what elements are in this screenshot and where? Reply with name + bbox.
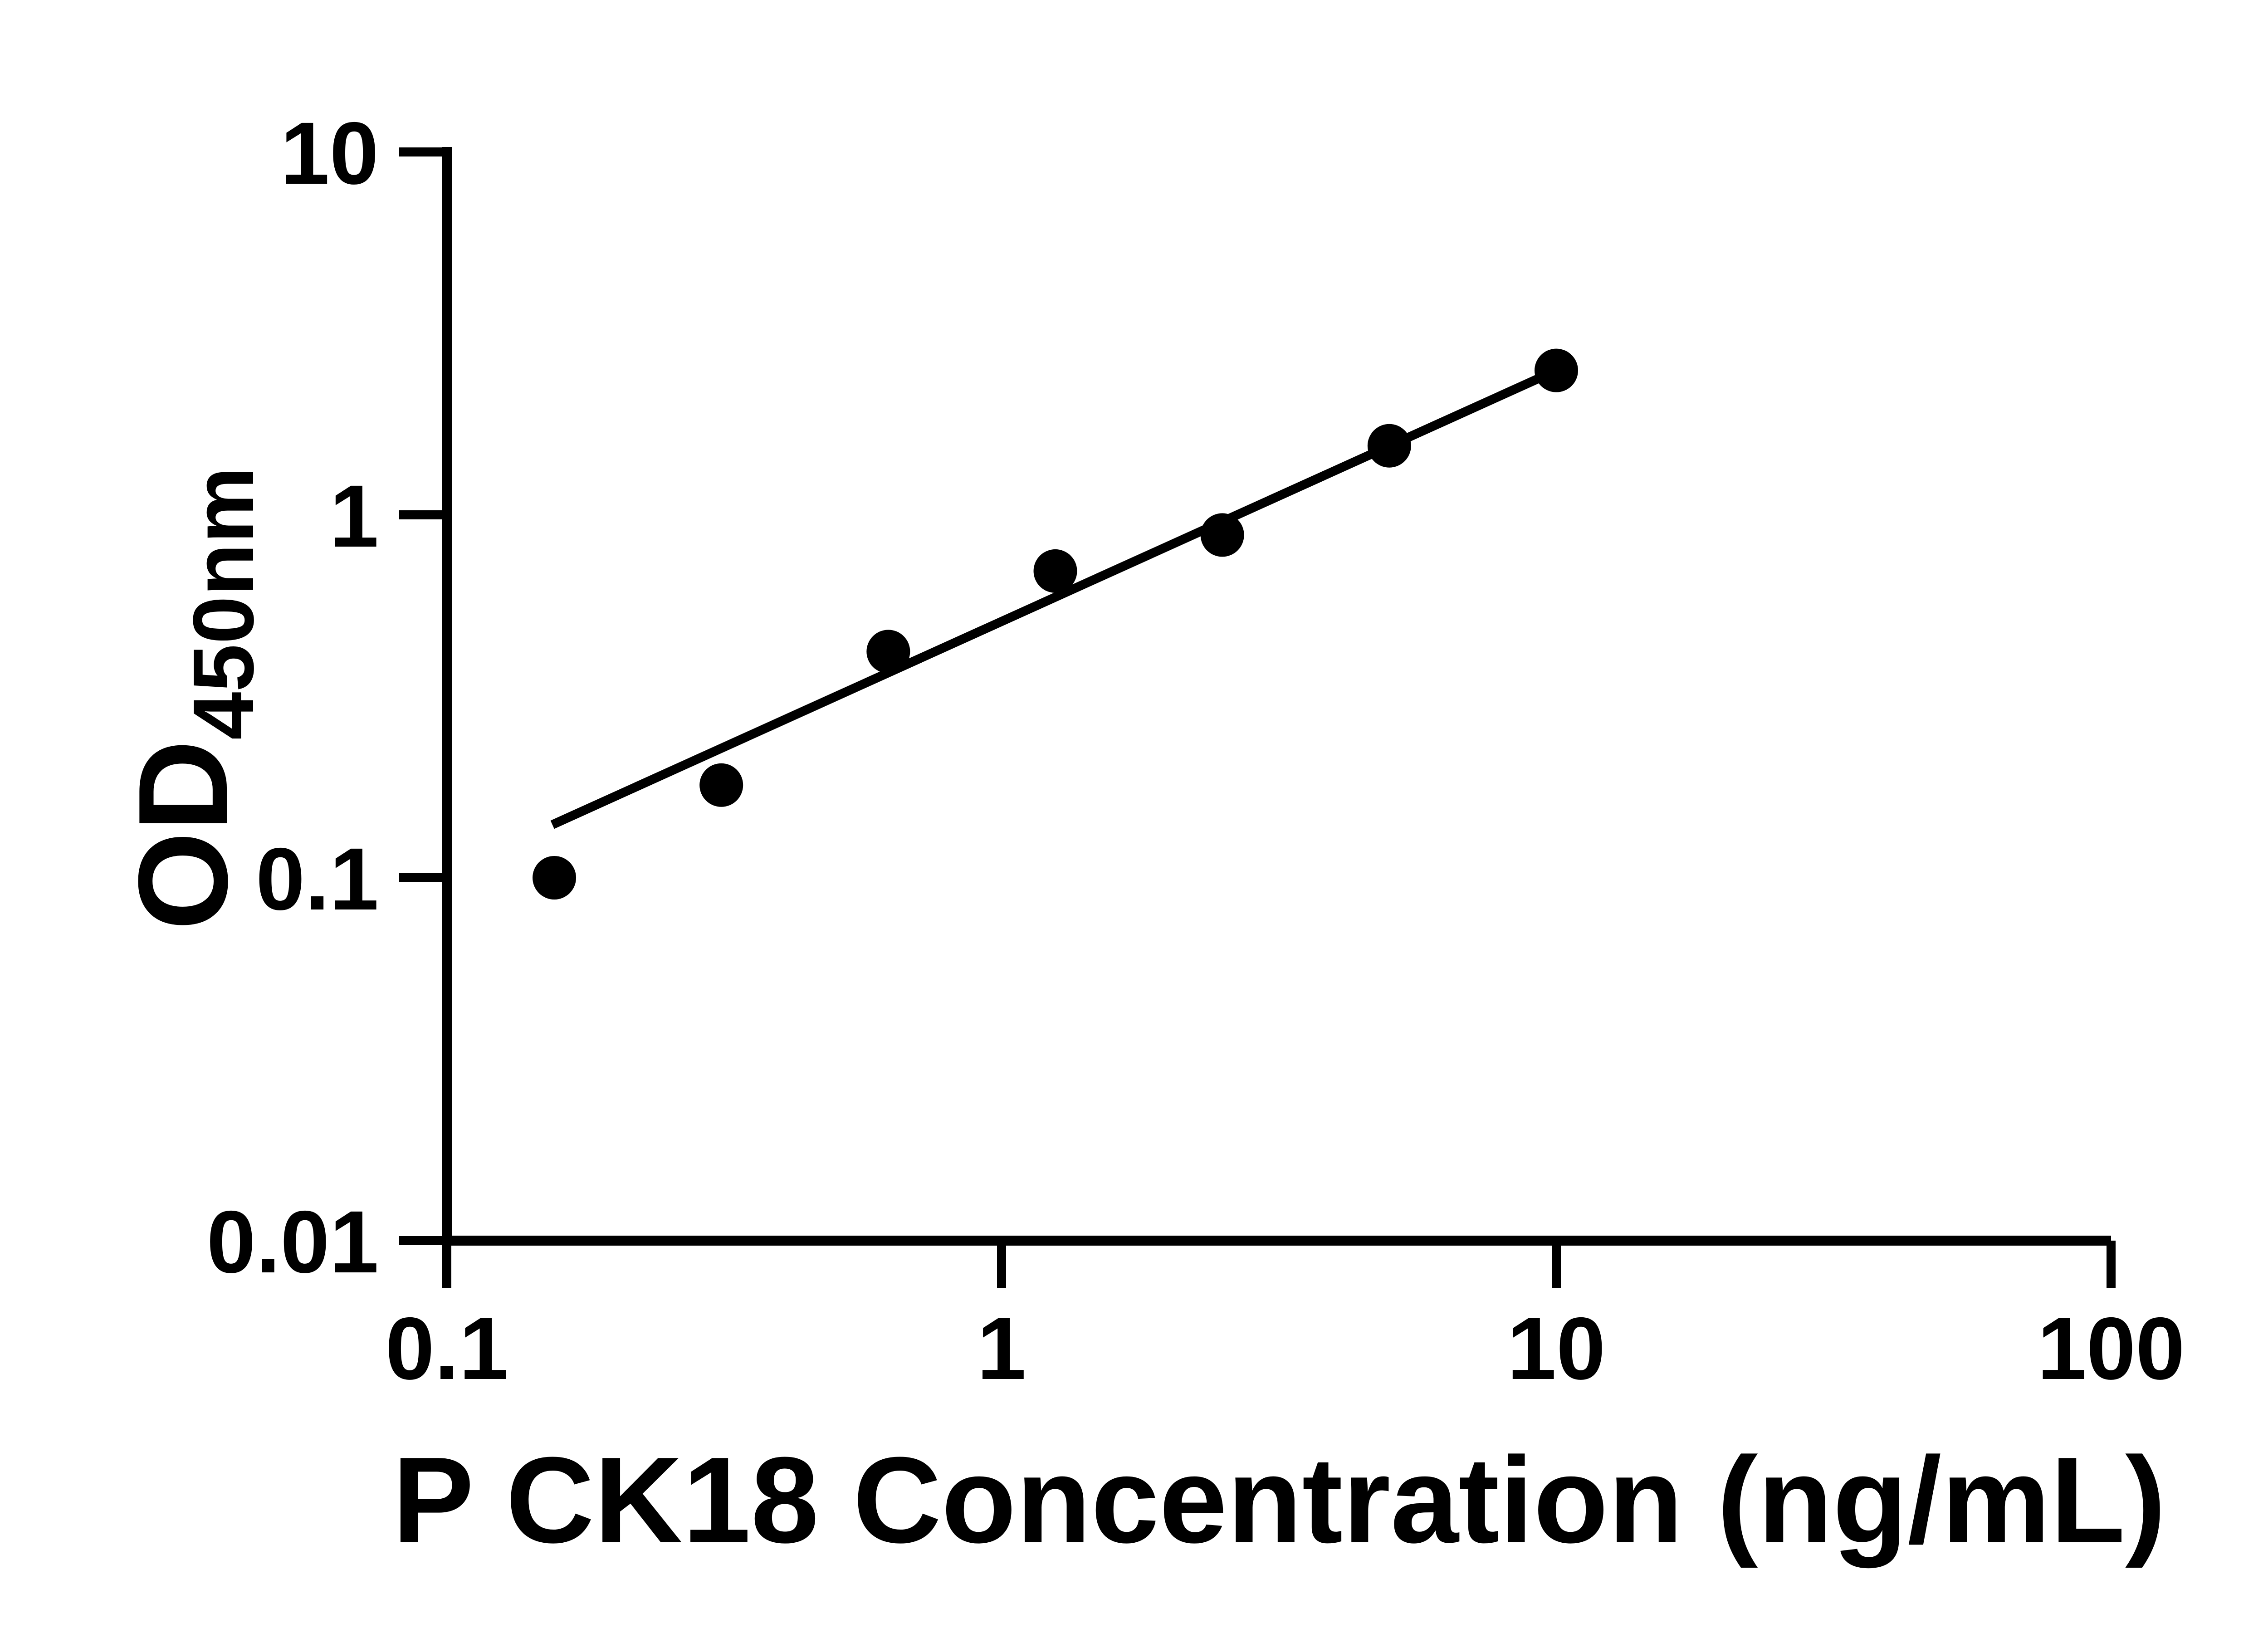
x-axis-title: P CK18 Concentration (ng/mL) (392, 1432, 2166, 1569)
y-axis-tick-labels: 0.01 0.1 1 10 (206, 104, 379, 1291)
y-tick-label: 10 (280, 104, 379, 203)
y-axis-title: OD450nm (112, 467, 272, 930)
x-tick-label: 0.1 (385, 1299, 508, 1398)
x-axis-ticks (442, 1241, 2116, 1288)
y-tick-label: 1 (330, 467, 379, 566)
data-point (1535, 348, 1578, 392)
x-tick-label: 1 (977, 1299, 1026, 1398)
data-point (1367, 424, 1411, 468)
y-tick-label: 0.01 (206, 1193, 379, 1291)
data-point (533, 856, 577, 900)
x-tick-label: 10 (1507, 1299, 1606, 1398)
axes (442, 147, 2111, 1246)
y-tick-label: 0.1 (256, 830, 379, 929)
y-axis-title-main: OD (112, 740, 254, 930)
x-tick-label: 100 (2037, 1299, 2185, 1398)
y-axis-ticks (399, 147, 447, 1245)
data-point (1033, 549, 1077, 593)
x-axis-tick-labels: 0.1 1 10 100 (385, 1299, 2185, 1398)
data-point (1200, 513, 1244, 557)
data-point (699, 763, 743, 807)
data-point (866, 630, 910, 674)
y-axis-title-subscript: 450nm (176, 467, 272, 740)
data-series-layer (533, 348, 1578, 900)
